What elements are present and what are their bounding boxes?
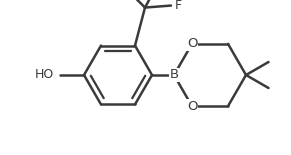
Text: F: F	[175, 0, 182, 12]
Text: HO: HO	[35, 69, 54, 82]
Text: O: O	[187, 37, 197, 50]
Text: O: O	[187, 100, 197, 113]
Text: B: B	[169, 69, 179, 82]
